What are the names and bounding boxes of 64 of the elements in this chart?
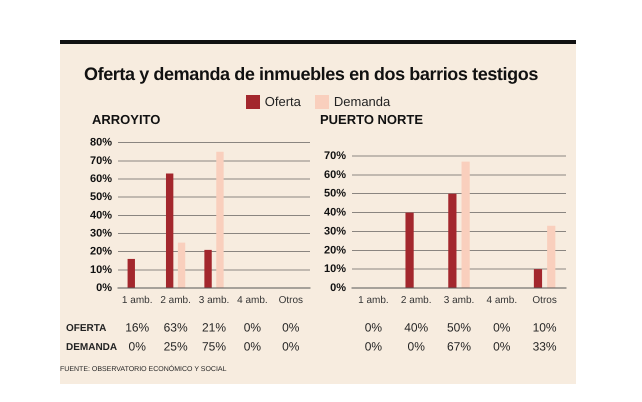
data-label: 67%: [446, 339, 472, 354]
chart-title: Oferta y demanda de inmuebles en dos barrios testigos: [84, 64, 538, 85]
data-label: 0%: [244, 320, 262, 334]
data-label: 0%: [493, 320, 511, 334]
y-tick-label: 20%: [90, 246, 112, 258]
chart-subtitle: ARROYITO: [92, 112, 160, 127]
bar: [547, 226, 556, 288]
y-tick-label: 10%: [324, 263, 346, 276]
y-tick-label: 30%: [324, 225, 346, 238]
y-tick-label: 40%: [90, 209, 112, 222]
data-label: 0%: [364, 339, 382, 354]
x-tick-label: Otros: [532, 294, 557, 306]
x-tick-label: 3 amb.: [198, 294, 230, 306]
y-tick-label: 50%: [324, 188, 346, 200]
x-tick-label: 2 amb.: [160, 294, 191, 306]
text: OFERTA: [66, 322, 106, 334]
data-label: 0%: [244, 339, 262, 354]
bar: [128, 258, 135, 288]
bar: [216, 152, 224, 288]
x-tick-label: 1 amb.: [122, 294, 153, 306]
bar: [462, 162, 470, 288]
legend-label: Oferta: [264, 94, 301, 109]
data-label: 33%: [532, 339, 557, 354]
data-label: 40%: [404, 320, 429, 334]
x-tick-label: 3 amb.: [444, 294, 474, 306]
data-label: 0%: [364, 320, 382, 334]
chart-subtitle: PUERTO NORTE: [320, 112, 424, 127]
bar: [534, 269, 542, 288]
data-label: 0%: [282, 320, 300, 334]
y-tick-label: 30%: [90, 228, 112, 240]
y-tick-label: 70%: [324, 150, 346, 162]
data-label: 16%: [125, 320, 150, 334]
text: DEMANDA: [66, 342, 118, 353]
y-tick-label: 80%: [90, 136, 112, 149]
data-label: 63%: [164, 320, 188, 334]
y-tick-label: 50%: [90, 191, 112, 204]
bar: [178, 242, 186, 288]
y-tick-label: 40%: [324, 206, 346, 219]
data-label: 25%: [164, 339, 188, 354]
bar: [448, 194, 456, 288]
data-label: 0%: [282, 339, 300, 354]
data-label: 0%: [493, 339, 511, 354]
bar: [166, 174, 174, 288]
data-label: 10%: [532, 320, 557, 334]
y-tick-label: 0%: [96, 282, 112, 294]
data-label: 0%: [408, 339, 426, 354]
bar: [204, 250, 212, 288]
x-tick-label: 4 amb.: [486, 294, 518, 306]
data-label: 0%: [128, 339, 146, 354]
data-label: 75%: [202, 339, 226, 354]
data-label: 21%: [202, 320, 226, 334]
bar: [405, 212, 414, 288]
y-tick-label: 60%: [324, 168, 346, 181]
legend-label: Demanda: [334, 94, 390, 109]
x-tick-label: 4 amb.: [237, 294, 268, 306]
x-tick-label: 2 amb.: [400, 294, 432, 306]
y-tick-label: 60%: [90, 172, 112, 185]
data-label: 50%: [446, 320, 472, 334]
x-tick-label: Otros: [278, 294, 304, 306]
y-tick-label: 70%: [90, 154, 112, 167]
y-tick-label: 10%: [90, 264, 112, 276]
y-tick-label: 20%: [324, 244, 346, 256]
y-tick-label: 0%: [330, 282, 346, 294]
x-tick-label: 1 amb.: [358, 294, 389, 306]
